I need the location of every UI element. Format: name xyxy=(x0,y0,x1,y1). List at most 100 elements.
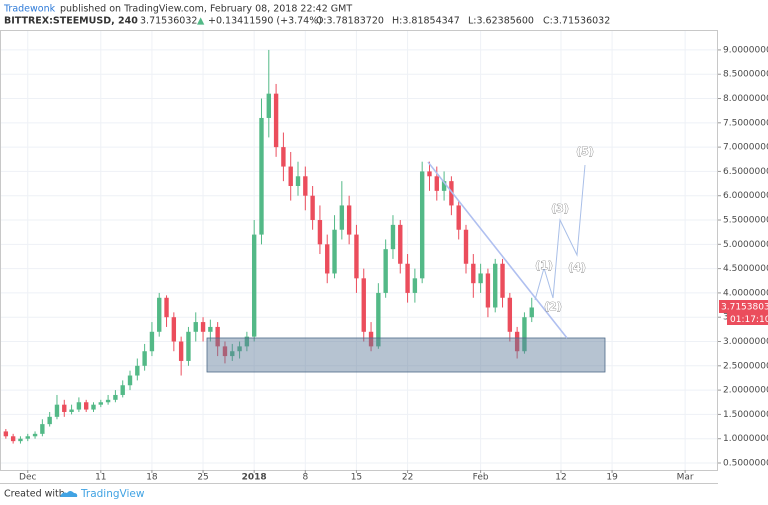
candle-body xyxy=(507,297,513,332)
candle-body xyxy=(463,229,469,264)
x-tick-label: 15 xyxy=(351,473,362,483)
candle-body xyxy=(40,424,45,434)
wave-label: (1) xyxy=(535,259,553,272)
candle-body xyxy=(346,205,352,235)
x-tick-label: Dec xyxy=(19,473,36,483)
candle-body xyxy=(434,176,439,191)
x-tick-label: 11 xyxy=(95,473,106,483)
candle-body xyxy=(325,244,330,274)
candle-body xyxy=(368,331,374,347)
candle-body xyxy=(32,433,38,437)
candle-body xyxy=(135,365,140,376)
y-tick-label: 7.50000000 xyxy=(723,118,768,128)
candle-body xyxy=(273,93,279,148)
published: published on TradingView.com, February 0… xyxy=(60,4,352,15)
candle-body xyxy=(390,224,396,250)
candle-body xyxy=(449,181,454,206)
candle-body xyxy=(456,205,461,230)
y-tick-label: 9.00000000 xyxy=(723,45,768,55)
candle-body xyxy=(120,385,125,395)
candle-body xyxy=(149,331,155,352)
x-tick-label: Mar xyxy=(677,473,694,483)
candle-body xyxy=(62,404,67,412)
y-tick-label: 2.50000000 xyxy=(723,361,768,371)
last-price: 3.71536032 xyxy=(140,16,197,27)
candle-body xyxy=(354,234,359,279)
x-tick-label: Feb xyxy=(473,473,489,483)
candle-body xyxy=(493,263,498,308)
y-tick-label: 5.00000000 xyxy=(723,240,768,250)
candle-body xyxy=(157,297,162,332)
ohlc-low: L:3.62385600 xyxy=(468,16,534,27)
candle-body xyxy=(105,399,111,403)
y-tick-label: 7.00000000 xyxy=(723,143,768,153)
brand[interactable]: TradingView xyxy=(80,488,145,500)
y-tick-label: 6.00000000 xyxy=(723,191,768,201)
wave-path xyxy=(534,164,586,301)
x-tick-label: 8 xyxy=(302,473,308,483)
candle-body xyxy=(332,229,337,274)
candle-body xyxy=(398,224,403,264)
candle-body xyxy=(208,326,213,332)
candle-body xyxy=(281,147,286,167)
axes: 0.50000000 1.00000000 1.50000000 2.00000000… xyxy=(19,45,768,482)
candle-body xyxy=(412,278,418,293)
x-tick-label: 22 xyxy=(402,473,413,483)
candle-body xyxy=(69,409,74,412)
candle-body xyxy=(76,402,82,410)
candle-body xyxy=(186,331,191,361)
candle-body xyxy=(178,341,184,361)
candle-body xyxy=(113,394,118,400)
candle-body xyxy=(529,307,534,318)
y-tick-label: 3.00000000 xyxy=(723,337,768,347)
y-tick-label: 6.50000000 xyxy=(723,167,768,177)
candle-body xyxy=(471,263,476,284)
candle-body xyxy=(419,171,425,279)
candle-body xyxy=(441,181,447,191)
wave-label: (2) xyxy=(544,300,562,313)
candle-body xyxy=(91,404,96,410)
candle-body xyxy=(376,292,381,347)
candle-body xyxy=(405,263,410,293)
candle-body xyxy=(485,273,491,308)
ohlc-close: C:3.71536032 xyxy=(543,16,610,27)
change-arrow: ▲ xyxy=(197,16,205,27)
candle-body xyxy=(54,404,60,417)
candle-body xyxy=(478,273,483,284)
candle-body xyxy=(500,263,505,298)
y-tick-label: 0.50000000 xyxy=(723,459,768,469)
plot-frame xyxy=(0,30,718,471)
candle-body xyxy=(339,205,345,230)
x-tick-label: 12 xyxy=(555,473,566,483)
x-tick-label: 18 xyxy=(146,473,158,483)
candle-body xyxy=(10,436,16,442)
candle-body xyxy=(427,171,432,177)
candle-body xyxy=(310,195,315,221)
price-badge xyxy=(719,300,768,313)
y-tick-label: 2.00000000 xyxy=(723,386,768,396)
candle-body xyxy=(259,117,264,235)
candle-body xyxy=(215,326,220,347)
candle-body xyxy=(127,375,133,386)
trend-line xyxy=(427,161,568,339)
wave-label: (4) xyxy=(568,261,586,274)
candle-body xyxy=(142,351,147,366)
y-tick-label: 8.50000000 xyxy=(723,70,768,80)
footer: Created with xyxy=(4,489,65,500)
wave-label: (3) xyxy=(551,202,569,215)
candle-body xyxy=(83,402,89,410)
candle-body xyxy=(230,351,235,357)
candle-body xyxy=(522,317,527,352)
candle-body xyxy=(98,402,103,405)
candle-body xyxy=(317,220,323,245)
candle-body xyxy=(47,416,52,425)
author: Tradewonk xyxy=(3,4,56,15)
x-tick-label: 25 xyxy=(197,473,208,483)
candle-body xyxy=(303,176,308,196)
symbol: BITTREX:STEEMUSD, 240 xyxy=(4,16,138,27)
candle-body xyxy=(266,93,271,118)
candle-body xyxy=(361,278,366,332)
candles xyxy=(0,49,534,444)
y-tick-label: 1.00000000 xyxy=(723,434,768,444)
